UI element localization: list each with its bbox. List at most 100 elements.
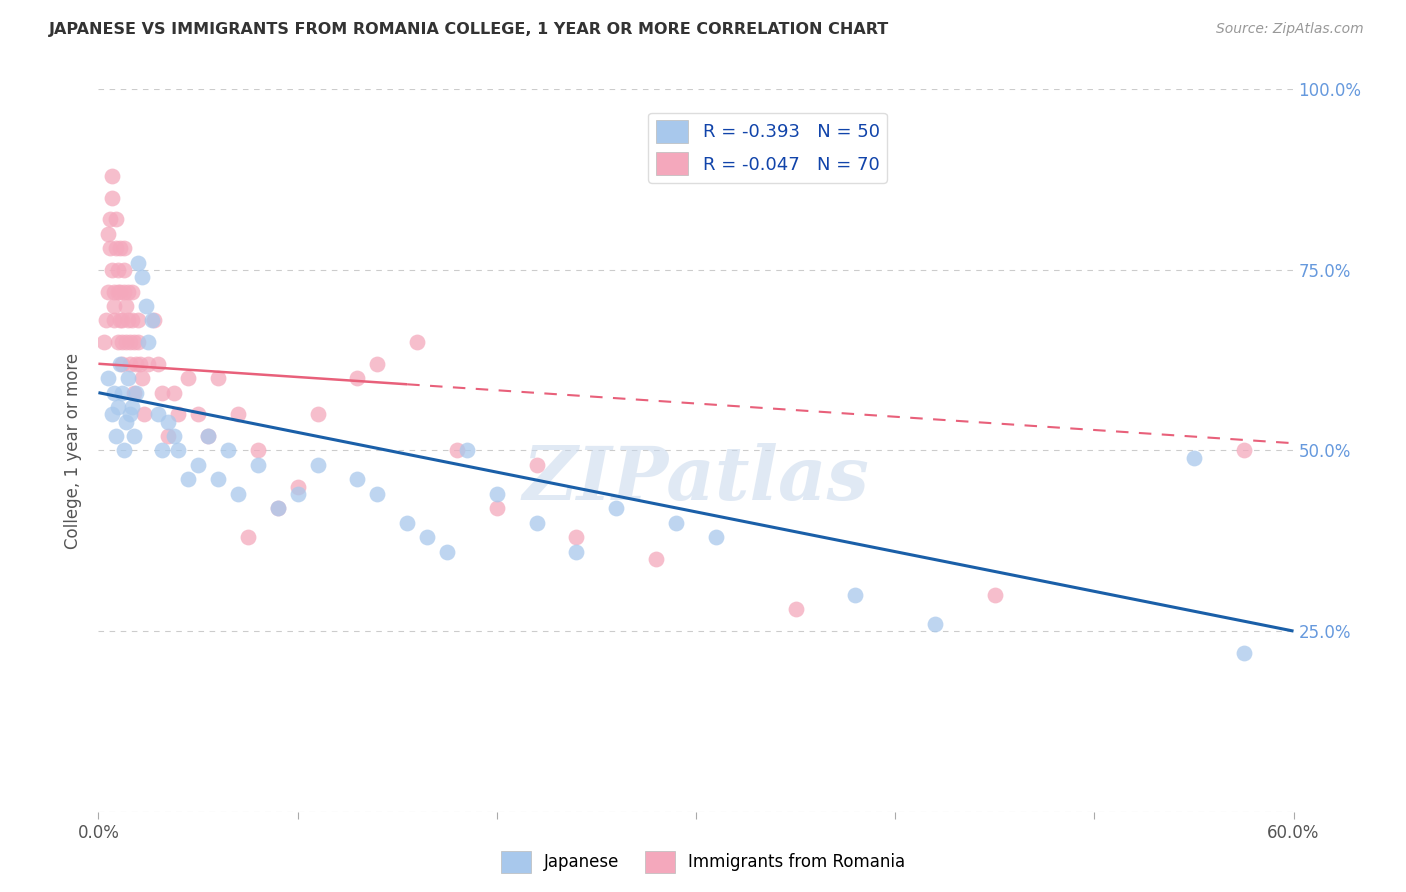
Point bbox=[97, 227, 120, 241]
Point bbox=[107, 262, 129, 277]
Point bbox=[129, 357, 152, 371]
Point bbox=[111, 357, 134, 371]
Point bbox=[177, 472, 200, 486]
Point bbox=[187, 407, 209, 421]
Point bbox=[121, 285, 143, 299]
Point bbox=[93, 334, 115, 349]
Text: ZIPatlas: ZIPatlas bbox=[523, 443, 869, 516]
Point bbox=[197, 429, 219, 443]
Point bbox=[124, 385, 146, 400]
Point bbox=[406, 334, 429, 349]
Point bbox=[141, 313, 163, 327]
Text: JAPANESE VS IMMIGRANTS FROM ROMANIA COLLEGE, 1 YEAR OR MORE CORRELATION CHART: JAPANESE VS IMMIGRANTS FROM ROMANIA COLL… bbox=[49, 22, 890, 37]
Point bbox=[665, 516, 688, 530]
Point bbox=[1182, 450, 1205, 465]
Point bbox=[704, 530, 727, 544]
Point bbox=[396, 516, 419, 530]
Point bbox=[416, 530, 439, 544]
Point bbox=[346, 472, 368, 486]
Point bbox=[346, 371, 368, 385]
Point bbox=[136, 334, 159, 349]
Point bbox=[150, 443, 173, 458]
Point bbox=[526, 516, 548, 530]
Point bbox=[565, 544, 588, 558]
Point bbox=[127, 334, 149, 349]
Point bbox=[121, 313, 143, 327]
Point bbox=[115, 415, 138, 429]
Point bbox=[267, 501, 290, 516]
Point bbox=[167, 407, 190, 421]
Point bbox=[150, 385, 173, 400]
Point bbox=[236, 530, 259, 544]
Point bbox=[101, 407, 124, 421]
Point bbox=[96, 313, 118, 327]
Point bbox=[526, 458, 548, 472]
Point bbox=[984, 588, 1007, 602]
Point bbox=[246, 443, 269, 458]
Point bbox=[117, 313, 139, 327]
Point bbox=[105, 429, 128, 443]
Point bbox=[143, 313, 166, 327]
Point bbox=[115, 299, 138, 313]
Point bbox=[111, 313, 134, 327]
Point bbox=[107, 400, 129, 414]
Point bbox=[485, 501, 508, 516]
Point bbox=[101, 191, 124, 205]
Legend: R = -0.393   N = 50, R = -0.047   N = 70: R = -0.393 N = 50, R = -0.047 N = 70 bbox=[648, 112, 887, 183]
Point bbox=[287, 480, 309, 494]
Point bbox=[307, 458, 329, 472]
Point bbox=[163, 385, 186, 400]
Point bbox=[307, 407, 329, 421]
Point bbox=[103, 285, 125, 299]
Point bbox=[110, 285, 132, 299]
Point bbox=[226, 407, 249, 421]
Point bbox=[101, 262, 124, 277]
Point bbox=[97, 285, 120, 299]
Point bbox=[207, 371, 229, 385]
Point bbox=[1233, 443, 1256, 458]
Point bbox=[112, 285, 135, 299]
Point bbox=[246, 458, 269, 472]
Point bbox=[103, 313, 125, 327]
Point bbox=[131, 270, 153, 285]
Point bbox=[134, 407, 156, 421]
Point bbox=[177, 371, 200, 385]
Point bbox=[120, 407, 142, 421]
Point bbox=[436, 544, 458, 558]
Point bbox=[605, 501, 627, 516]
Point bbox=[197, 429, 219, 443]
Point bbox=[217, 443, 239, 458]
Point bbox=[207, 472, 229, 486]
Point bbox=[110, 313, 132, 327]
Point bbox=[131, 371, 153, 385]
Point bbox=[366, 487, 388, 501]
Point bbox=[157, 429, 180, 443]
Point bbox=[115, 334, 138, 349]
Point bbox=[97, 371, 120, 385]
Point bbox=[844, 588, 866, 602]
Point bbox=[785, 602, 807, 616]
Point bbox=[226, 487, 249, 501]
Point bbox=[111, 385, 134, 400]
Point bbox=[103, 299, 125, 313]
Point bbox=[366, 357, 388, 371]
Point bbox=[120, 357, 142, 371]
Point bbox=[110, 241, 132, 255]
Point bbox=[117, 285, 139, 299]
Point bbox=[148, 407, 170, 421]
Point bbox=[127, 255, 149, 269]
Point bbox=[105, 212, 128, 227]
Point bbox=[187, 458, 209, 472]
Point bbox=[107, 285, 129, 299]
Point bbox=[120, 334, 142, 349]
Point bbox=[117, 371, 139, 385]
Y-axis label: College, 1 year or more: College, 1 year or more bbox=[65, 352, 83, 549]
Legend: Japanese, Immigrants from Romania: Japanese, Immigrants from Romania bbox=[495, 845, 911, 880]
Point bbox=[124, 334, 146, 349]
Point bbox=[456, 443, 478, 458]
Point bbox=[565, 530, 588, 544]
Point bbox=[125, 385, 148, 400]
Point bbox=[167, 443, 190, 458]
Point bbox=[105, 241, 128, 255]
Point bbox=[267, 501, 290, 516]
